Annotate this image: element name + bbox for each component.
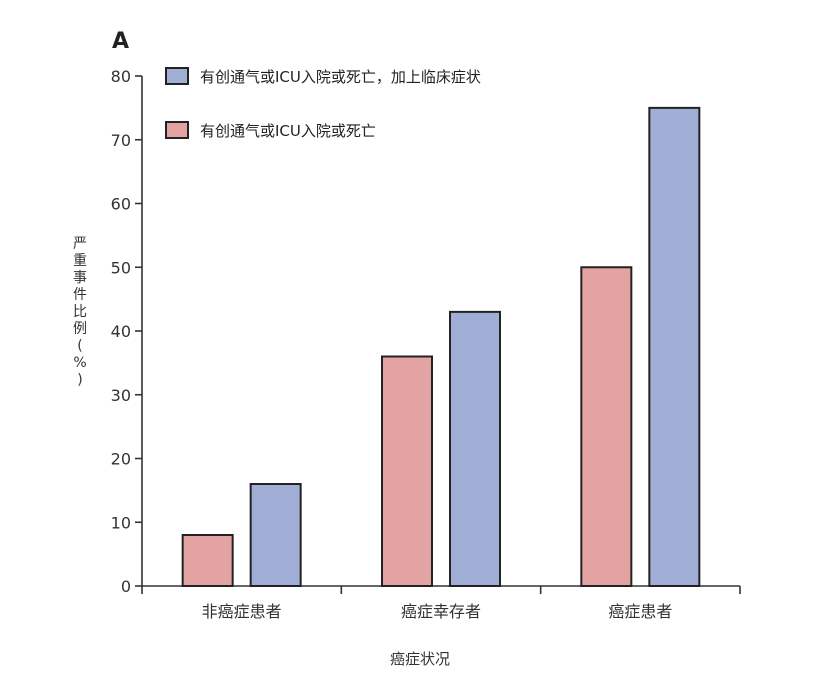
- bar: [449, 310, 501, 587]
- bar: [580, 266, 633, 587]
- x-tick-label: 癌症患者: [608, 602, 672, 621]
- x-tick-label: 癌症幸存者: [401, 602, 481, 621]
- y-tick-label: 30: [111, 386, 131, 405]
- bar: [381, 355, 433, 587]
- bar: [249, 483, 302, 587]
- legend-swatch: [165, 67, 189, 85]
- y-tick-label: 60: [111, 195, 131, 214]
- y-tick-label: 0: [121, 577, 131, 596]
- y-tick-label: 80: [111, 67, 131, 86]
- bars: [181, 106, 701, 587]
- x-axis: 非癌症患者 癌症幸存者 癌症患者: [141, 585, 741, 621]
- legend-label: 有创通气或ICU入院或死亡，加上临床症状: [200, 68, 481, 86]
- y-axis: 0 10 20 30 40 50 60 70 80: [111, 67, 143, 596]
- x-axis-title: 癌症状况: [390, 650, 450, 668]
- x-tick-label: 非癌症患者: [202, 602, 282, 621]
- y-tick-label: 10: [111, 513, 131, 532]
- y-tick-label: 50: [111, 258, 131, 277]
- bar: [181, 534, 234, 587]
- legend-swatch: [165, 121, 189, 139]
- bar: [648, 106, 701, 587]
- legend-label: 有创通气或ICU入院或死亡: [200, 122, 376, 140]
- y-tick-label: 20: [111, 450, 131, 469]
- y-tick-label: 40: [111, 322, 131, 341]
- panel-label: A: [112, 29, 129, 54]
- y-tick-label: 70: [111, 131, 131, 150]
- y-axis-title: 严重事件比例(%): [73, 236, 87, 388]
